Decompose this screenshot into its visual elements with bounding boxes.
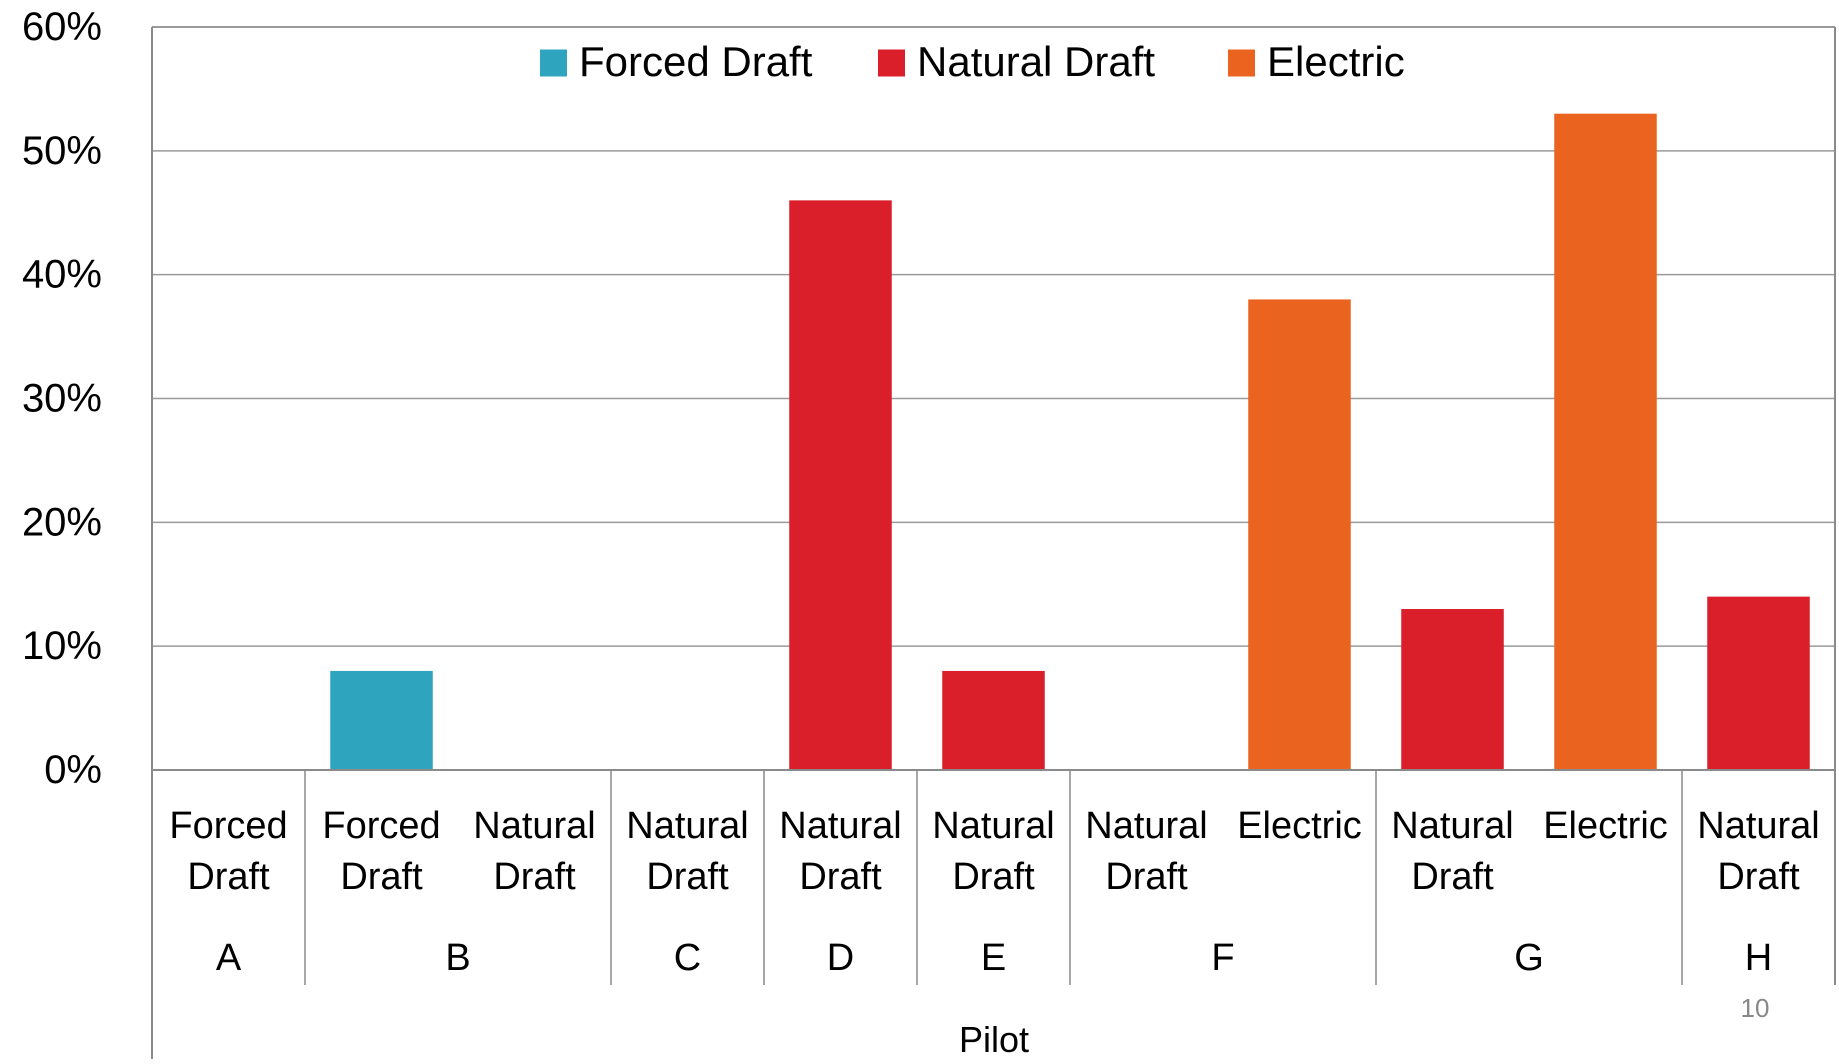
group-labels: A B C D E F G H <box>216 937 1772 979</box>
category-labels: Forced Draft Forced Draft Natural Draft Natura… <box>169 805 1819 898</box>
group-label: H <box>1745 937 1772 979</box>
y-tick-label: 40% <box>22 253 102 297</box>
group-label: D <box>827 937 854 979</box>
legend-label: Forced Draft <box>579 38 813 85</box>
bar <box>1248 299 1351 770</box>
bar <box>789 200 892 770</box>
group-label: G <box>1514 937 1544 979</box>
category-label: Forced Draft <box>169 805 287 898</box>
group-label: E <box>981 937 1006 979</box>
legend-swatch <box>1228 49 1255 77</box>
category-label: Electric <box>1237 805 1362 847</box>
x-axis-label: Pilot <box>959 1019 1029 1059</box>
group-label: A <box>216 937 242 979</box>
y-tick-label: 0% <box>44 748 102 792</box>
axes <box>151 26 1836 1059</box>
category-label: Natural Draft <box>473 805 596 898</box>
category-label: Natural Draft <box>1085 805 1208 898</box>
y-tick-label: 60% <box>22 5 102 49</box>
category-label: Natural Draft <box>1697 805 1820 898</box>
y-tick-label: 30% <box>22 377 102 421</box>
group-label: B <box>445 937 470 979</box>
bars <box>330 113 1810 770</box>
category-label: Natural Draft <box>626 805 749 898</box>
y-tick-label: 50% <box>22 129 102 173</box>
category-label: Forced Draft <box>322 805 440 898</box>
category-label: Electric <box>1543 805 1668 847</box>
group-label: F <box>1211 937 1234 979</box>
legend-swatch <box>878 49 905 77</box>
category-label: Natural Draft <box>1391 805 1514 898</box>
legend-label: Electric <box>1267 38 1405 85</box>
page-number: 10 <box>1741 993 1770 1023</box>
y-tick-label: 20% <box>22 500 102 544</box>
legend: Forced Draft Natural Draft Electric <box>540 38 1405 85</box>
bar <box>1401 609 1504 770</box>
y-tick-labels: 0% 10% 20% 30% 40% 50% 60% <box>22 5 102 792</box>
category-label: Natural Draft <box>932 805 1055 898</box>
bar <box>1554 113 1657 770</box>
category-label: Natural Draft <box>779 805 902 898</box>
bar <box>330 670 433 770</box>
bar <box>1707 596 1810 770</box>
y-tick-label: 10% <box>22 624 102 668</box>
bar <box>942 670 1045 770</box>
legend-label: Natural Draft <box>917 38 1155 85</box>
group-label: C <box>674 937 701 979</box>
legend-swatch <box>540 49 567 77</box>
